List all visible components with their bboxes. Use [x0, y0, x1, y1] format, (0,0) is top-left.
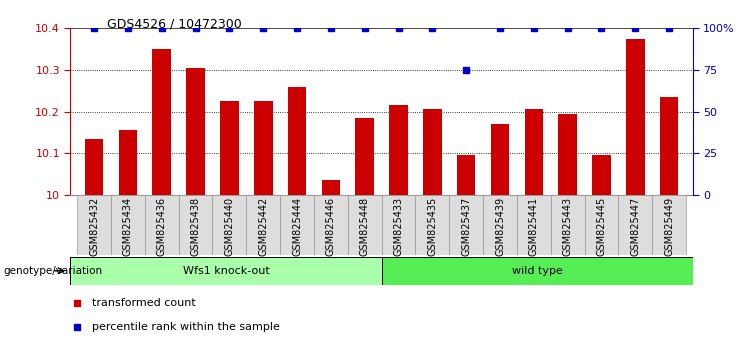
Bar: [111, 195, 144, 255]
Bar: [84, 138, 104, 195]
Text: percentile rank within the sample: percentile rank within the sample: [92, 322, 280, 332]
Text: GSM825448: GSM825448: [359, 197, 370, 256]
Text: GSM825435: GSM825435: [428, 197, 437, 256]
Bar: [77, 195, 111, 255]
Bar: [382, 195, 416, 255]
Text: GSM825449: GSM825449: [664, 197, 674, 256]
Bar: [280, 195, 314, 255]
Bar: [220, 101, 239, 195]
Bar: [179, 195, 213, 255]
Bar: [70, 257, 382, 285]
Bar: [389, 105, 408, 195]
Bar: [144, 195, 179, 255]
Bar: [517, 195, 551, 255]
Text: genotype/variation: genotype/variation: [4, 266, 103, 276]
Text: GSM825433: GSM825433: [393, 197, 404, 256]
Bar: [626, 39, 645, 195]
Bar: [559, 114, 577, 195]
Bar: [382, 257, 693, 285]
Text: GSM825447: GSM825447: [631, 197, 640, 256]
Bar: [186, 68, 205, 195]
Bar: [619, 195, 652, 255]
Bar: [423, 109, 442, 195]
Text: GSM825444: GSM825444: [292, 197, 302, 256]
Bar: [551, 195, 585, 255]
Bar: [348, 195, 382, 255]
Text: GSM825436: GSM825436: [157, 197, 167, 256]
Text: GSM825440: GSM825440: [225, 197, 234, 256]
Bar: [659, 97, 679, 195]
Bar: [322, 180, 340, 195]
Text: GSM825438: GSM825438: [190, 197, 201, 256]
Text: GSM825442: GSM825442: [258, 197, 268, 256]
Text: GSM825446: GSM825446: [326, 197, 336, 256]
Text: GSM825434: GSM825434: [123, 197, 133, 256]
Text: GSM825432: GSM825432: [89, 197, 99, 256]
Text: GSM825445: GSM825445: [597, 197, 606, 256]
Bar: [246, 195, 280, 255]
Text: GSM825437: GSM825437: [461, 197, 471, 256]
Text: wild type: wild type: [512, 266, 562, 276]
Bar: [457, 155, 476, 195]
Bar: [585, 195, 619, 255]
Bar: [652, 195, 686, 255]
Bar: [356, 118, 374, 195]
Bar: [288, 87, 306, 195]
Bar: [254, 101, 273, 195]
Text: transformed count: transformed count: [92, 298, 196, 308]
Bar: [314, 195, 348, 255]
Text: GDS4526 / 10472300: GDS4526 / 10472300: [107, 18, 242, 31]
Bar: [416, 195, 449, 255]
Text: GSM825439: GSM825439: [495, 197, 505, 256]
Bar: [491, 124, 509, 195]
Text: GSM825443: GSM825443: [562, 197, 573, 256]
Bar: [449, 195, 483, 255]
Text: GSM825441: GSM825441: [529, 197, 539, 256]
Bar: [525, 109, 543, 195]
Bar: [153, 49, 171, 195]
Text: Wfs1 knock-out: Wfs1 knock-out: [182, 266, 270, 276]
Bar: [119, 130, 137, 195]
Bar: [213, 195, 246, 255]
Bar: [483, 195, 517, 255]
Bar: [592, 155, 611, 195]
